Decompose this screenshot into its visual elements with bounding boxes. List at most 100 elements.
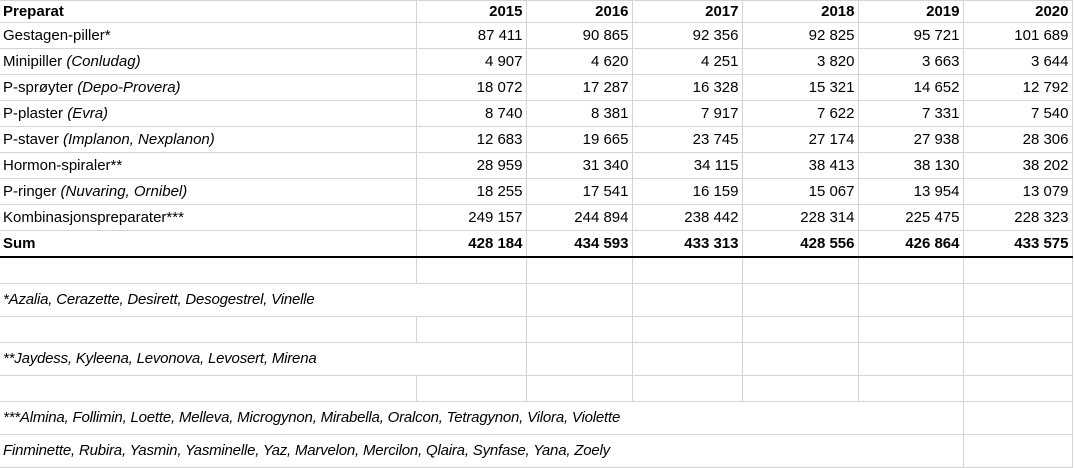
empty-cell[interactable] xyxy=(631,342,743,376)
value-cell[interactable]: 13 079 xyxy=(962,178,1073,205)
value-cell[interactable]: 27 174 xyxy=(741,126,859,153)
header-cell-year[interactable]: 2016 xyxy=(525,0,633,23)
empty-cell[interactable] xyxy=(525,256,633,284)
value-cell[interactable]: 27 938 xyxy=(857,126,964,153)
value-cell[interactable]: 38 413 xyxy=(741,152,859,179)
empty-cell[interactable] xyxy=(962,283,1073,317)
value-cell[interactable]: 101 689 xyxy=(962,22,1073,49)
value-cell[interactable]: 92 356 xyxy=(631,22,743,49)
value-cell[interactable]: 3 663 xyxy=(857,48,964,75)
empty-cell[interactable] xyxy=(857,342,964,376)
sum-value-cell[interactable]: 428 556 xyxy=(741,230,859,258)
value-cell[interactable]: 16 328 xyxy=(631,74,743,101)
empty-cell[interactable] xyxy=(962,375,1073,402)
value-cell[interactable]: 14 652 xyxy=(857,74,964,101)
empty-cell[interactable] xyxy=(962,401,1073,435)
value-cell[interactable]: 12 792 xyxy=(962,74,1073,101)
value-cell[interactable]: 38 130 xyxy=(857,152,964,179)
footnote-cell[interactable]: Finminette, Rubira, Yasmin, Yasminelle, … xyxy=(0,434,964,468)
empty-cell[interactable] xyxy=(962,256,1073,284)
empty-cell[interactable] xyxy=(0,256,417,284)
empty-cell[interactable] xyxy=(857,283,964,317)
row-label-cell[interactable]: Gestagen-piller* xyxy=(0,22,417,49)
value-cell[interactable]: 87 411 xyxy=(415,22,527,49)
row-label-cell[interactable]: P-staver (Implanon, Nexplanon) xyxy=(0,126,417,153)
value-cell[interactable]: 7 917 xyxy=(631,100,743,127)
empty-cell[interactable] xyxy=(741,256,859,284)
empty-cell[interactable] xyxy=(525,316,633,343)
value-cell[interactable]: 4 251 xyxy=(631,48,743,75)
empty-cell[interactable] xyxy=(962,434,1073,468)
value-cell[interactable]: 19 665 xyxy=(525,126,633,153)
value-cell[interactable]: 7 540 xyxy=(962,100,1073,127)
empty-cell[interactable] xyxy=(631,283,743,317)
empty-cell[interactable] xyxy=(415,375,527,402)
empty-cell[interactable] xyxy=(525,375,633,402)
empty-cell[interactable] xyxy=(525,283,633,317)
empty-cell[interactable] xyxy=(962,316,1073,343)
header-cell-year[interactable]: 2017 xyxy=(631,0,743,23)
empty-cell[interactable] xyxy=(415,316,527,343)
empty-cell[interactable] xyxy=(962,342,1073,376)
value-cell[interactable]: 16 159 xyxy=(631,178,743,205)
empty-cell[interactable] xyxy=(741,342,859,376)
empty-cell[interactable] xyxy=(631,256,743,284)
sum-value-cell[interactable]: 426 864 xyxy=(857,230,964,258)
value-cell[interactable]: 225 475 xyxy=(857,204,964,231)
value-cell[interactable]: 249 157 xyxy=(415,204,527,231)
row-label-cell[interactable]: P-ringer (Nuvaring, Ornibel) xyxy=(0,178,417,205)
empty-cell[interactable] xyxy=(0,316,417,343)
row-label-cell[interactable]: Kombinasjonspreparater*** xyxy=(0,204,417,231)
empty-cell[interactable] xyxy=(857,316,964,343)
value-cell[interactable]: 31 340 xyxy=(525,152,633,179)
sum-value-cell[interactable]: 434 593 xyxy=(525,230,633,258)
empty-cell[interactable] xyxy=(0,375,417,402)
row-label-cell[interactable]: Minipiller (Conludag) xyxy=(0,48,417,75)
value-cell[interactable]: 90 865 xyxy=(525,22,633,49)
empty-cell[interactable] xyxy=(741,316,859,343)
value-cell[interactable]: 15 321 xyxy=(741,74,859,101)
row-label-cell[interactable]: Hormon-spiraler** xyxy=(0,152,417,179)
value-cell[interactable]: 18 072 xyxy=(415,74,527,101)
row-label-cell[interactable]: P-plaster (Evra) xyxy=(0,100,417,127)
value-cell[interactable]: 7 622 xyxy=(741,100,859,127)
footnote-cell[interactable]: **Jaydess, Kyleena, Levonova, Levosert, … xyxy=(0,342,527,376)
value-cell[interactable]: 4 620 xyxy=(525,48,633,75)
empty-cell[interactable] xyxy=(857,256,964,284)
header-cell-year[interactable]: 2015 xyxy=(415,0,527,23)
empty-cell[interactable] xyxy=(525,342,633,376)
header-cell-preparat[interactable]: Preparat xyxy=(0,0,417,23)
value-cell[interactable]: 17 287 xyxy=(525,74,633,101)
empty-cell[interactable] xyxy=(631,316,743,343)
value-cell[interactable]: 13 954 xyxy=(857,178,964,205)
empty-cell[interactable] xyxy=(741,283,859,317)
value-cell[interactable]: 8 740 xyxy=(415,100,527,127)
value-cell[interactable]: 3 644 xyxy=(962,48,1073,75)
value-cell[interactable]: 15 067 xyxy=(741,178,859,205)
value-cell[interactable]: 18 255 xyxy=(415,178,527,205)
value-cell[interactable]: 12 683 xyxy=(415,126,527,153)
value-cell[interactable]: 8 381 xyxy=(525,100,633,127)
value-cell[interactable]: 95 721 xyxy=(857,22,964,49)
header-cell-year[interactable]: 2018 xyxy=(741,0,859,23)
value-cell[interactable]: 23 745 xyxy=(631,126,743,153)
value-cell[interactable]: 92 825 xyxy=(741,22,859,49)
sum-value-cell[interactable]: 433 313 xyxy=(631,230,743,258)
value-cell[interactable]: 4 907 xyxy=(415,48,527,75)
footnote-cell[interactable]: ***Almina, Follimin, Loette, Melleva, Mi… xyxy=(0,401,964,435)
empty-cell[interactable] xyxy=(631,375,743,402)
header-cell-year[interactable]: 2020 xyxy=(962,0,1073,23)
empty-cell[interactable] xyxy=(857,375,964,402)
value-cell[interactable]: 238 442 xyxy=(631,204,743,231)
value-cell[interactable]: 228 323 xyxy=(962,204,1073,231)
sum-value-cell[interactable]: 428 184 xyxy=(415,230,527,258)
empty-cell[interactable] xyxy=(415,256,527,284)
value-cell[interactable]: 244 894 xyxy=(525,204,633,231)
value-cell[interactable]: 38 202 xyxy=(962,152,1073,179)
value-cell[interactable]: 3 820 xyxy=(741,48,859,75)
empty-cell[interactable] xyxy=(741,375,859,402)
value-cell[interactable]: 7 331 xyxy=(857,100,964,127)
sum-label-cell[interactable]: Sum xyxy=(0,230,417,258)
value-cell[interactable]: 17 541 xyxy=(525,178,633,205)
footnote-cell[interactable]: *Azalia, Cerazette, Desirett, Desogestre… xyxy=(0,283,527,317)
